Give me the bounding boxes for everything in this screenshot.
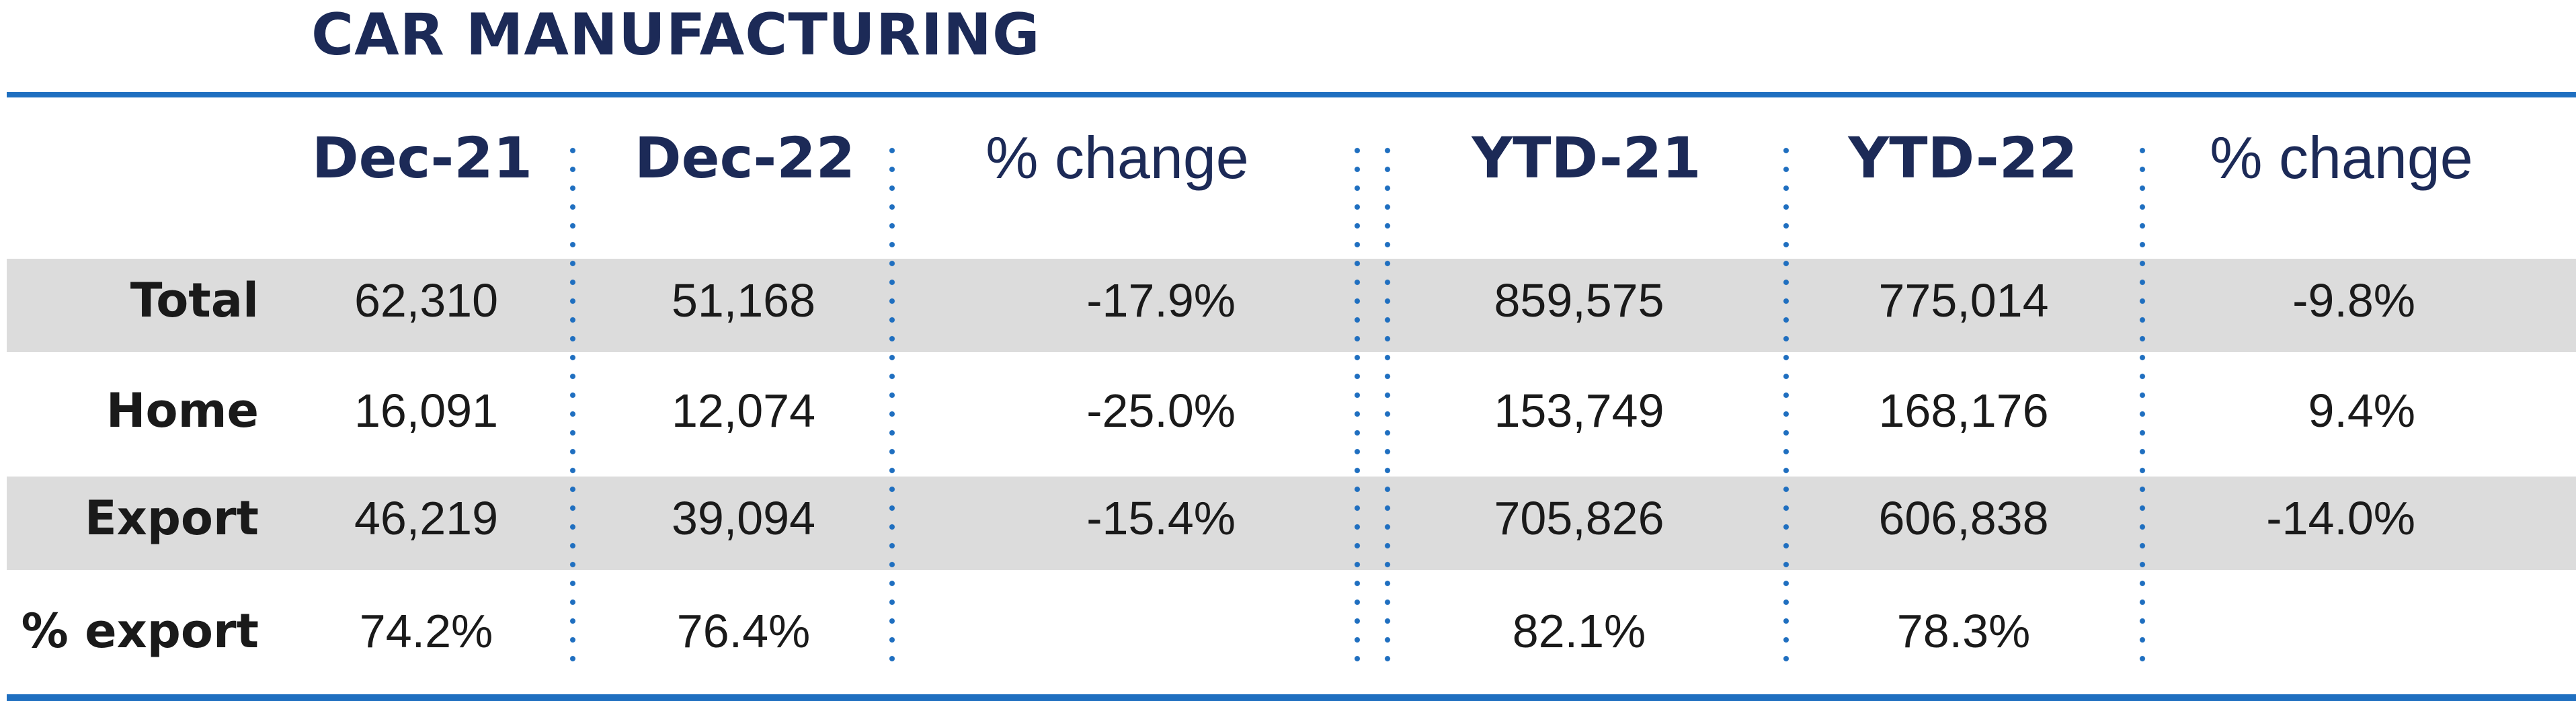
table-cell: -15.4%: [1086, 492, 1236, 544]
dotted-divider: [1783, 141, 1789, 665]
table-cell: 168,176: [1878, 384, 2049, 437]
table-cell: 74.2%: [359, 605, 493, 657]
dotted-divider: [1354, 141, 1361, 665]
top-rule: [7, 92, 2576, 97]
table-cell: 51,168: [671, 274, 816, 327]
table-cell: -14.0%: [2266, 492, 2415, 544]
column-header: % change: [2210, 124, 2473, 191]
table-cell: 82.1%: [1512, 605, 1646, 657]
table-cell: 859,575: [1494, 274, 1664, 327]
row-band-export: [7, 477, 2576, 570]
table-cell: 9.4%: [2308, 384, 2415, 437]
column-header: YTD-22: [1848, 125, 2078, 191]
column-header: Dec-22: [634, 125, 856, 191]
table-cell: 12,074: [671, 384, 816, 437]
table-cell: 39,094: [671, 492, 816, 544]
table-cell: 76.4%: [676, 605, 811, 657]
dotted-divider: [2139, 141, 2146, 665]
column-header: YTD-21: [1472, 125, 1701, 191]
table-cell: 78.3%: [1896, 605, 2031, 657]
table-cell: 705,826: [1494, 492, 1664, 544]
table-cell: 153,749: [1494, 384, 1664, 437]
table-cell: -25.0%: [1086, 384, 1236, 437]
table-cell: -9.8%: [2292, 274, 2415, 327]
table-cell: 16,091: [354, 384, 499, 437]
row-label: Export: [84, 491, 259, 546]
table-cell: 606,838: [1878, 492, 2049, 544]
dotted-divider: [889, 141, 895, 665]
dotted-divider: [1384, 141, 1391, 665]
bottom-rule: [7, 694, 2576, 701]
table-cell: -17.9%: [1086, 274, 1236, 327]
table-cell: 775,014: [1878, 274, 2049, 327]
row-band-total: [7, 259, 2576, 352]
row-label: Home: [106, 383, 259, 438]
dotted-divider: [569, 141, 576, 665]
column-header: % change: [985, 124, 1249, 191]
page-title: CAR MANUFACTURING: [311, 1, 1041, 69]
row-label: Total: [130, 273, 259, 328]
table-cell: 46,219: [354, 492, 499, 544]
table-cell: 62,310: [354, 274, 499, 327]
column-header: Dec-21: [311, 125, 533, 191]
row-label: % export: [21, 604, 259, 659]
